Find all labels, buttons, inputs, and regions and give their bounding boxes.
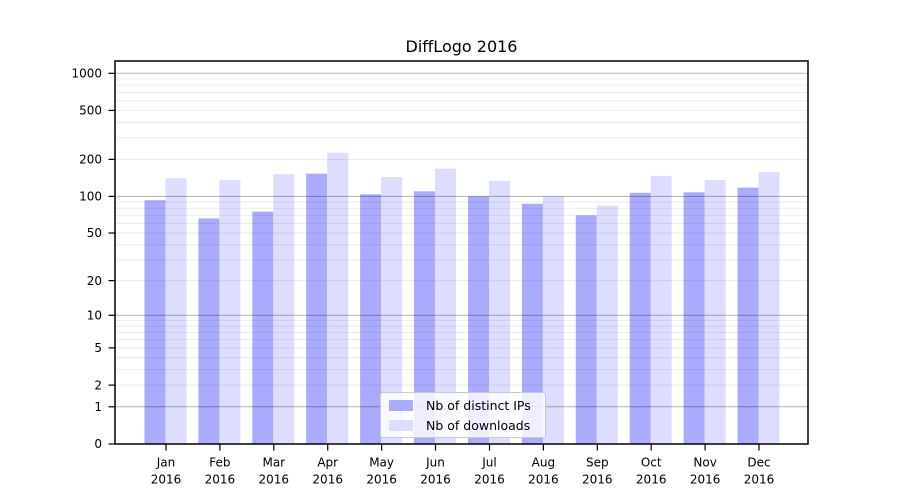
bar-distinct-ips-may-2016	[360, 194, 382, 444]
legend: Nb of distinct IPs Nb of downloads	[380, 392, 546, 438]
bar-downloads-jan-2016	[165, 178, 187, 444]
bar-downloads-apr-2016	[327, 152, 349, 444]
chart-title: DiffLogo 2016	[405, 37, 518, 56]
y-tick-label: 5	[94, 341, 102, 355]
bar-downloads-may-2016	[381, 177, 403, 444]
y-tick-label: 1	[94, 400, 102, 414]
bar-distinct-ips-aug-2016	[521, 203, 543, 444]
x-tick-label: Nov 2016	[690, 456, 721, 487]
x-tick-label: Dec 2016	[744, 456, 775, 487]
y-tick-label: 0	[94, 437, 102, 451]
x-tick-label: Apr 2016	[312, 456, 343, 487]
x-tick-label: Sep 2016	[582, 456, 613, 487]
y-tick-label: 200	[79, 153, 102, 167]
bar-distinct-ips-dec-2016	[737, 187, 759, 444]
bar-distinct-ips-nov-2016	[683, 192, 705, 444]
y-tick-label: 20	[87, 274, 102, 288]
legend-swatch-distinct-ips	[389, 399, 413, 411]
bar-distinct-ips-jun-2016	[414, 191, 435, 444]
bar-distinct-ips-jan-2016	[144, 200, 166, 444]
bar-distinct-ips-apr-2016	[306, 173, 328, 444]
y-tick-label: 1000	[71, 67, 102, 81]
bar-downloads-oct-2016	[650, 175, 672, 444]
y-tick-label: 50	[87, 226, 102, 240]
x-tick-label: May 2016	[366, 456, 397, 487]
bar-downloads-sep-2016	[596, 205, 618, 444]
legend-swatch-downloads	[389, 419, 413, 431]
bar-distinct-ips-feb-2016	[198, 218, 220, 444]
bar-distinct-ips-jul-2016	[468, 196, 489, 444]
bar-distinct-ips-sep-2016	[575, 215, 597, 444]
legend-label-downloads: Nb of downloads	[426, 417, 531, 433]
x-tick-label: Mar 2016	[259, 456, 290, 487]
bar-downloads-aug-2016	[542, 196, 564, 444]
legend-item-downloads: Nb of downloads	[389, 415, 537, 435]
x-tick-label: Oct 2016	[636, 456, 667, 487]
bar-distinct-ips-oct-2016	[629, 192, 651, 444]
bar-downloads-jun-2016	[435, 168, 456, 444]
x-tick-label: Feb 2016	[205, 456, 236, 487]
bar-downloads-feb-2016	[219, 180, 241, 444]
bar-downloads-mar-2016	[273, 174, 295, 444]
y-tick-label: 100	[79, 190, 102, 204]
x-tick-label: Aug 2016	[528, 456, 559, 487]
bar-downloads-dec-2016	[758, 172, 780, 444]
x-tick-label: Jun 2016	[420, 456, 451, 487]
bar-distinct-ips-mar-2016	[252, 211, 274, 444]
y-tick-label: 2	[94, 378, 102, 392]
legend-label-distinct-ips: Nb of distinct IPs	[426, 397, 531, 413]
legend-item-distinct-ips: Nb of distinct IPs	[389, 395, 537, 415]
bar-downloads-nov-2016	[704, 180, 726, 444]
y-tick-label: 500	[79, 104, 102, 118]
y-tick-label: 10	[87, 309, 102, 323]
axes-frame	[114, 60, 809, 445]
x-tick-label: Jul 2016	[474, 456, 505, 487]
x-tick-label: Jan 2016	[151, 456, 182, 487]
bar-downloads-jul-2016	[489, 180, 510, 445]
